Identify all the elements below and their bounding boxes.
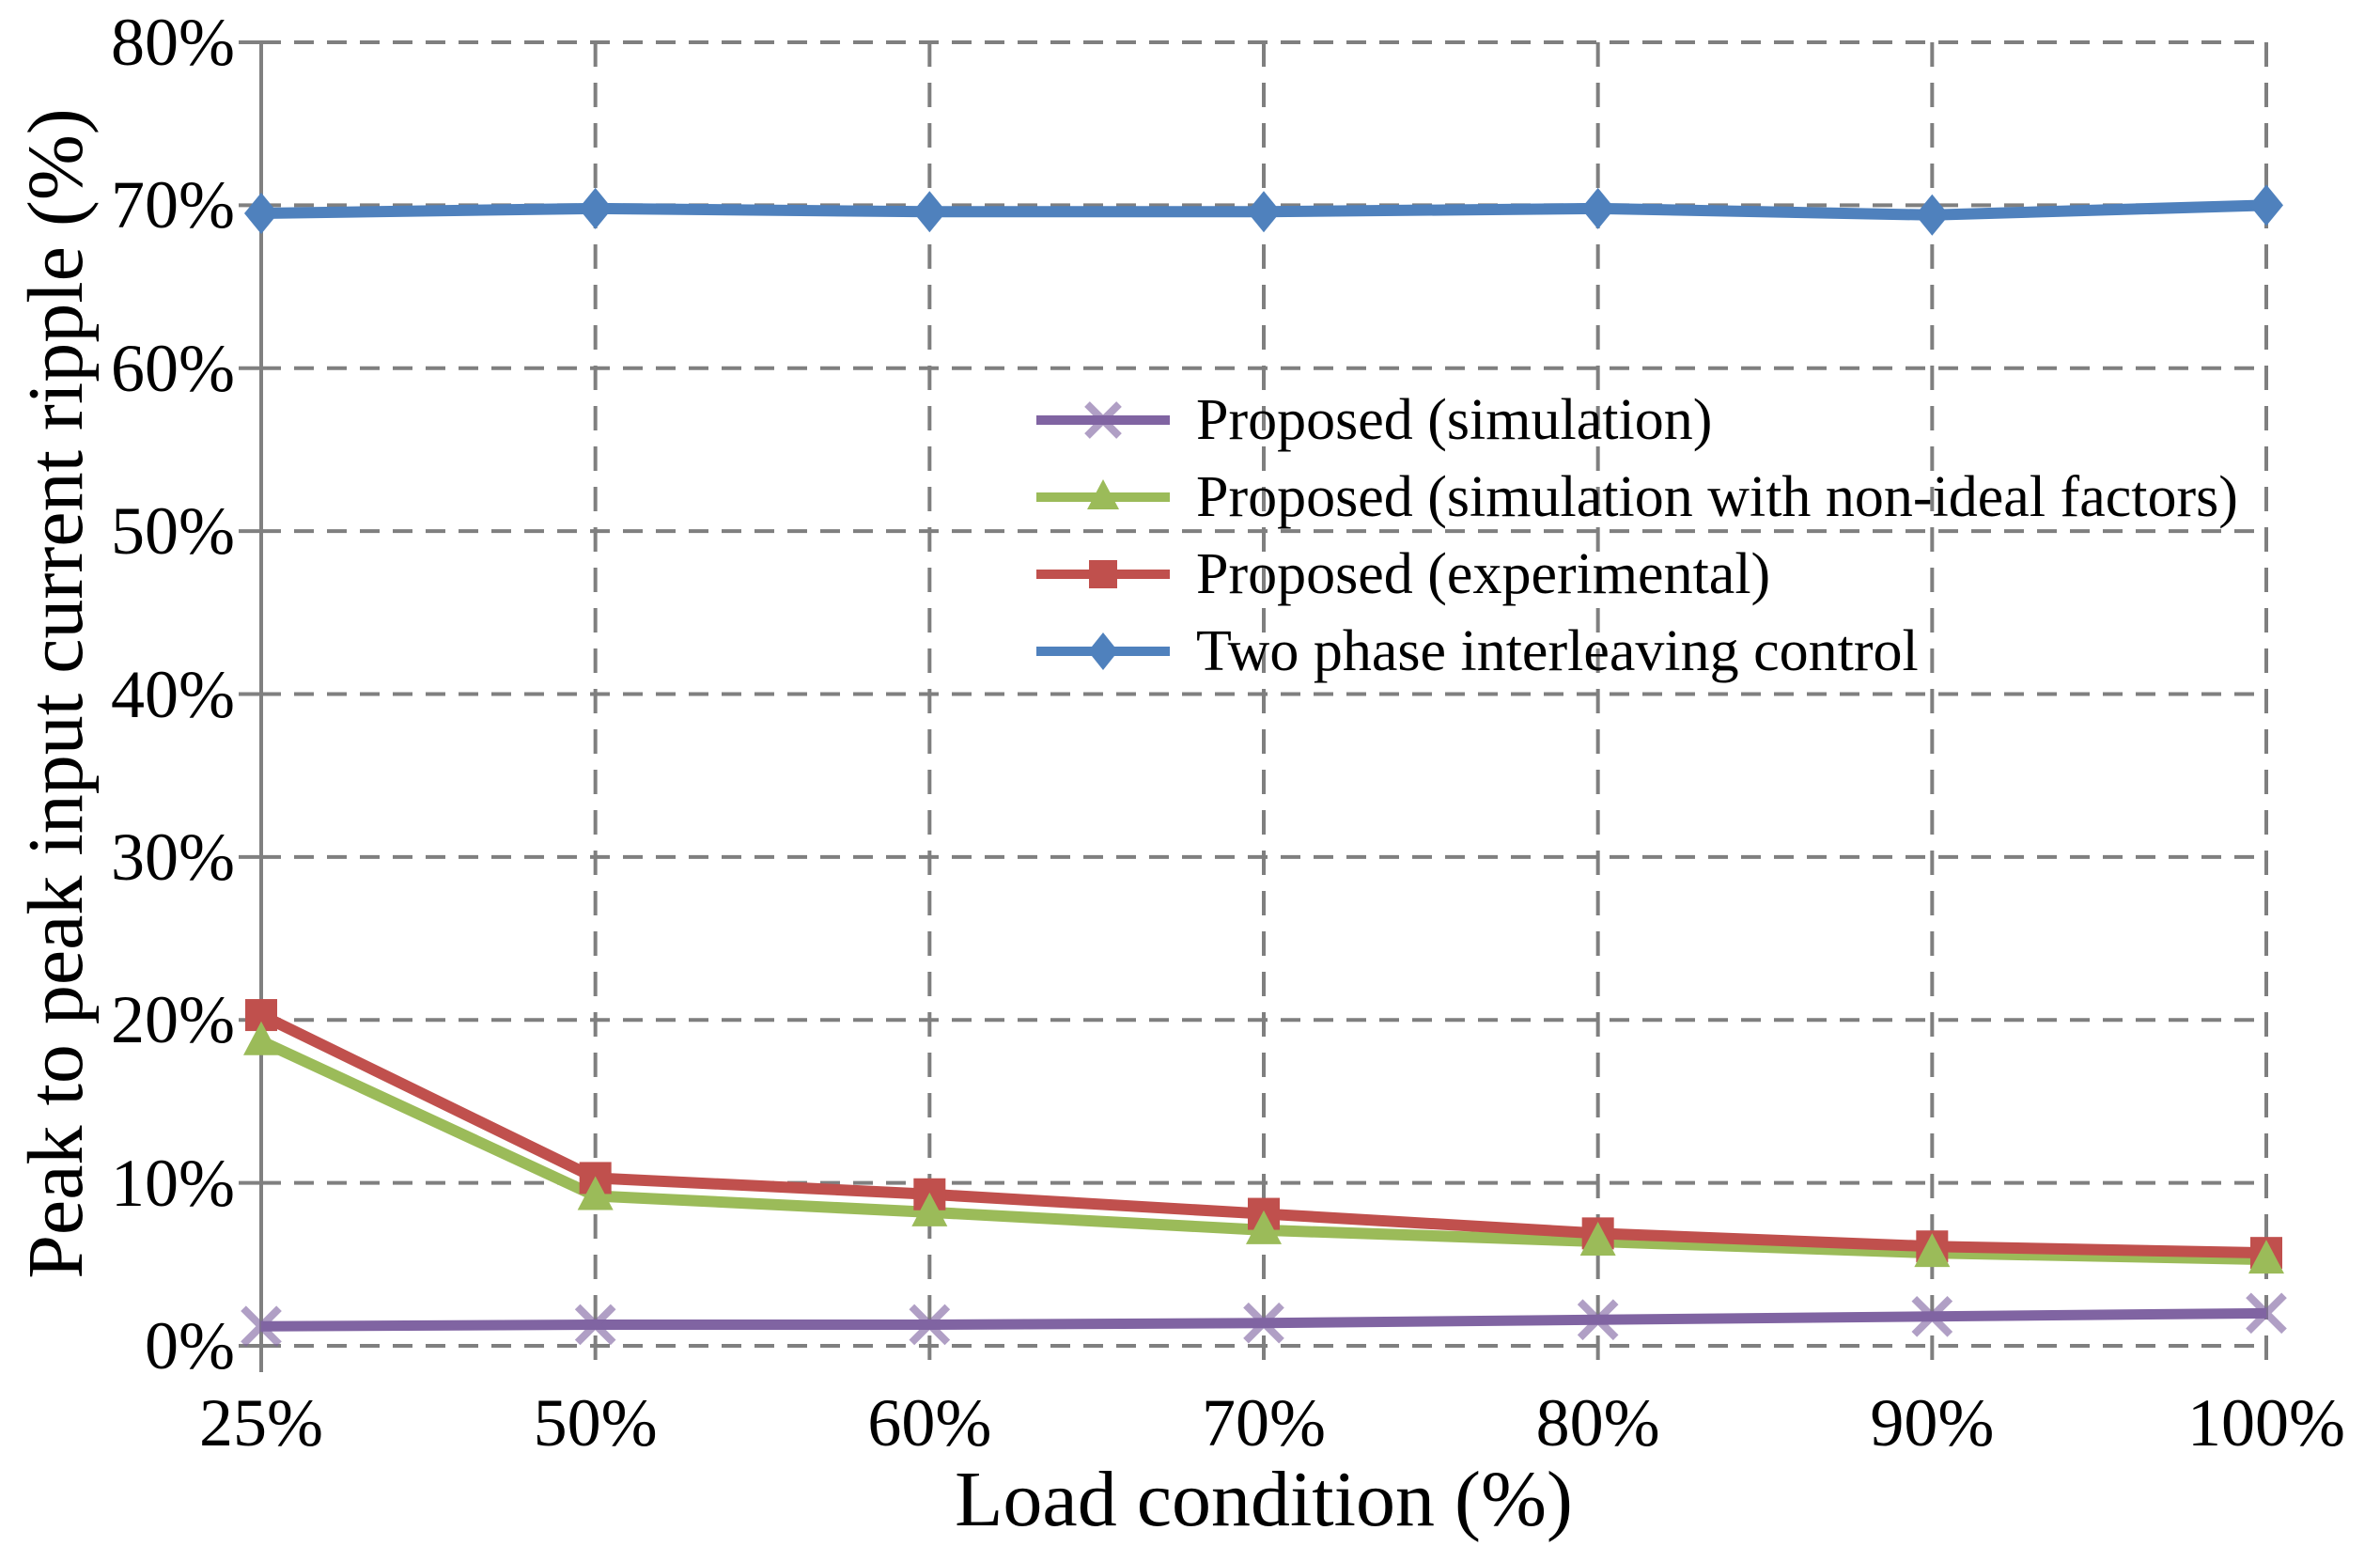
x-marker	[2246, 1292, 2287, 1335]
x-marker	[909, 1304, 951, 1346]
triangle-marker	[1246, 1210, 1282, 1244]
x-marker	[1911, 1295, 1953, 1337]
x-tick-label: 100%	[2187, 1385, 2345, 1460]
y-tick-label: 80%	[111, 5, 235, 80]
y-tick-label: 50%	[111, 493, 235, 570]
legend-label: Proposed (simulation)	[1196, 388, 1713, 452]
x-axis-title: Load condition (%)	[955, 1456, 1573, 1543]
diamond-marker	[2249, 184, 2283, 226]
diamond-marker	[1915, 194, 1950, 236]
legend-diamond-sample	[1036, 632, 1170, 670]
legend: Proposed (simulation) Proposed (simulatio…	[1036, 382, 2238, 690]
x-marker	[1577, 1299, 1619, 1341]
x-marker	[1243, 1302, 1284, 1344]
diamond-marker	[1247, 191, 1281, 233]
legend-triangle-marker	[1087, 479, 1119, 509]
y-tick-label: 60%	[111, 330, 235, 406]
triangle-marker	[243, 1021, 279, 1055]
legend-x-marker	[1084, 401, 1122, 439]
diamond-marker	[578, 187, 613, 229]
legend-item: Two phase interleaving control	[1036, 613, 2238, 690]
legend-square-sample	[1036, 560, 1170, 588]
legend-label: Two phase interleaving control	[1196, 619, 1919, 683]
legend-item: Proposed (simulation with non-ideal fact…	[1036, 459, 2238, 536]
legend-label: Proposed (experimental)	[1196, 542, 1771, 606]
legend-label: Proposed (simulation with non-ideal fact…	[1196, 465, 2238, 529]
x-tick-label: 50%	[533, 1385, 658, 1460]
diamond-marker	[244, 193, 278, 235]
x-tick-label: 25%	[199, 1385, 323, 1460]
legend-triangle-sample	[1036, 479, 1170, 509]
x-tick-label: 90%	[1870, 1385, 1995, 1460]
y-tick-label: 20%	[111, 982, 235, 1058]
x-tick-label: 70%	[1202, 1385, 1326, 1460]
triangle-marker	[577, 1176, 614, 1210]
triangle-marker	[1579, 1222, 1616, 1257]
legend-item: Proposed (experimental)	[1036, 536, 2238, 613]
legend-square-marker	[1089, 560, 1117, 588]
triangle-marker	[911, 1192, 948, 1226]
y-tick-label: 30%	[111, 819, 235, 895]
legend-diamond-marker	[1088, 632, 1118, 670]
legend-x-sample	[1036, 401, 1170, 439]
diamond-marker	[912, 191, 947, 233]
legend-item: Proposed (simulation)	[1036, 382, 2238, 459]
y-tick-label: 40%	[111, 656, 235, 732]
triangle-marker	[2248, 1240, 2284, 1274]
y-tick-label: 10%	[111, 1145, 235, 1221]
x-tick-label: 60%	[867, 1385, 992, 1460]
triangle-marker	[1914, 1233, 1951, 1268]
y-axis-title: Peak to peak input current ripple (%)	[12, 108, 100, 1279]
y-tick-label: 0%	[145, 1308, 235, 1383]
y-tick-label: 70%	[111, 167, 235, 243]
x-marker	[241, 1305, 282, 1348]
diamond-marker	[1580, 187, 1615, 229]
x-marker	[574, 1304, 616, 1346]
x-tick-label: 80%	[1535, 1385, 1660, 1460]
